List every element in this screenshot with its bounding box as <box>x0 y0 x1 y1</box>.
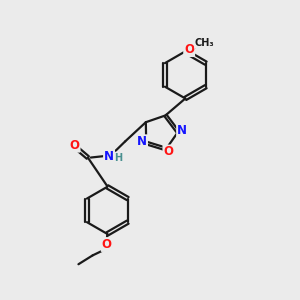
Text: O: O <box>164 146 173 158</box>
Text: N: N <box>177 124 187 137</box>
Text: O: O <box>70 139 80 152</box>
Text: H: H <box>114 152 122 163</box>
Text: O: O <box>184 43 194 56</box>
Text: O: O <box>102 238 112 251</box>
Text: N: N <box>104 150 114 163</box>
Text: N: N <box>137 135 147 148</box>
Text: CH₃: CH₃ <box>195 38 214 48</box>
